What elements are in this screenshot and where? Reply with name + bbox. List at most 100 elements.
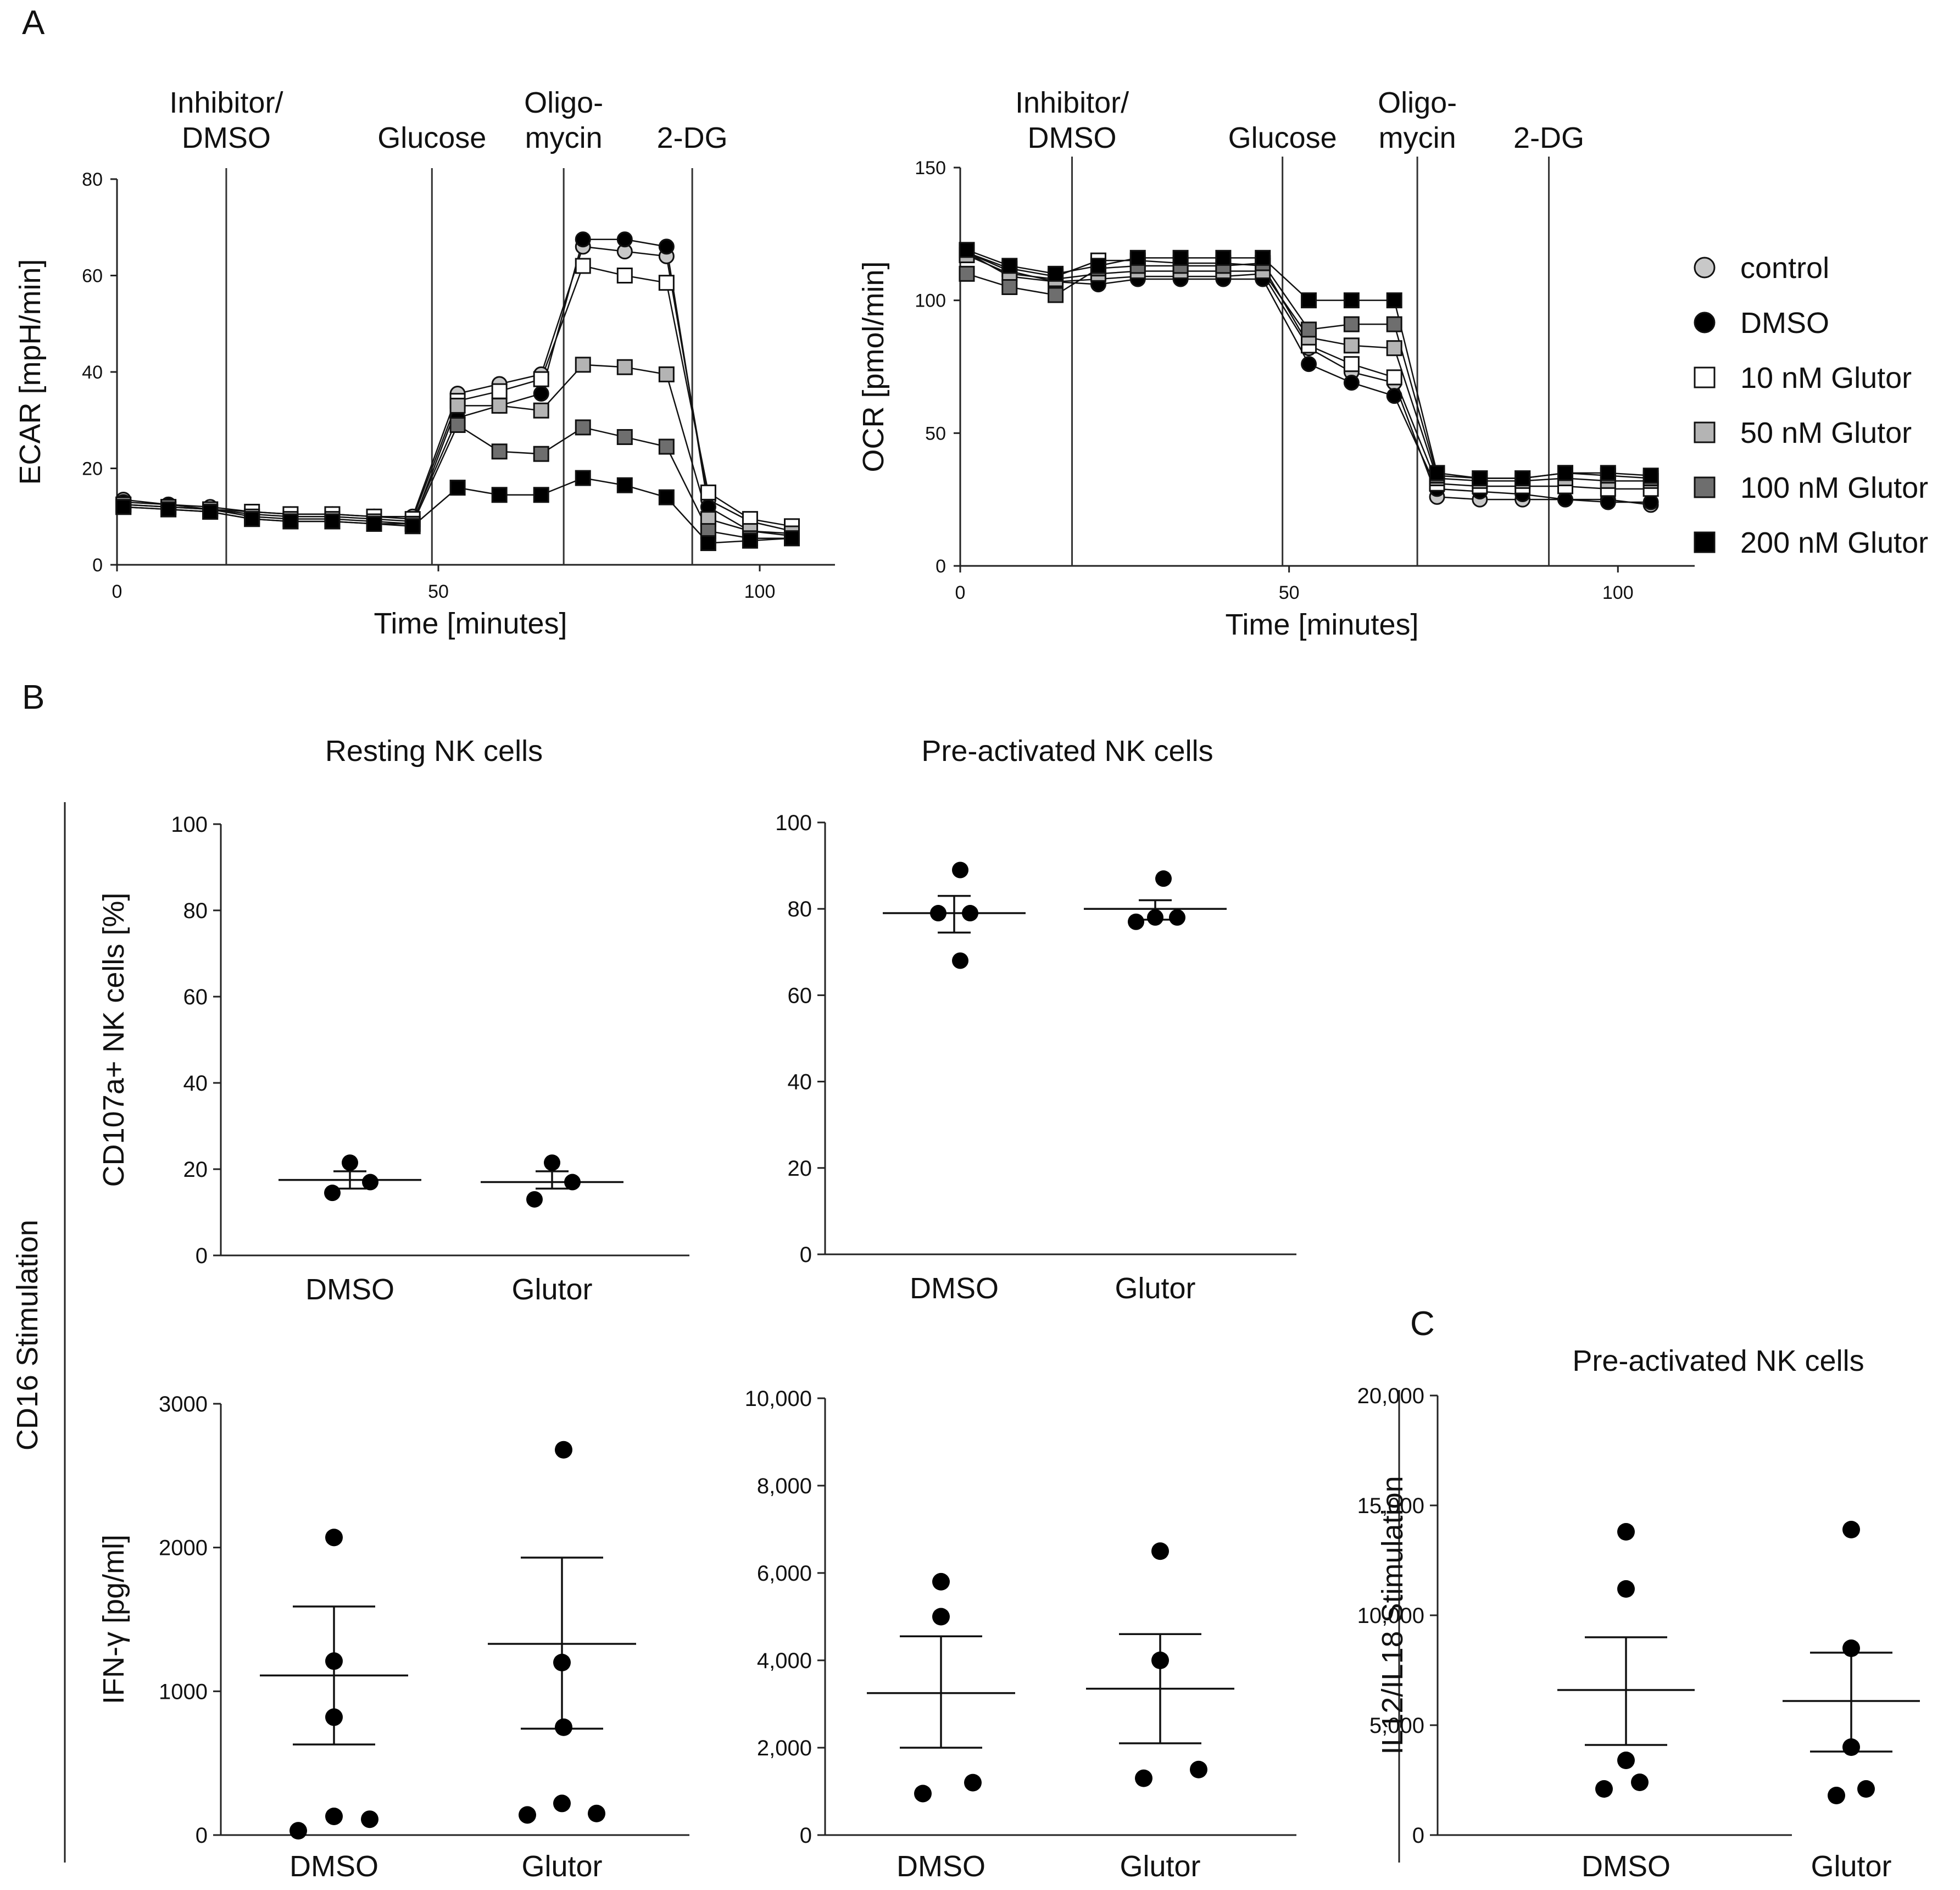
data-point — [519, 1806, 536, 1824]
y-tick-label: 40 — [788, 1070, 812, 1094]
data-point — [1472, 470, 1488, 486]
y-tick-label: 0 — [196, 1824, 208, 1848]
data-point — [616, 359, 633, 375]
data-point — [1617, 1580, 1635, 1598]
category-label: Glutor — [521, 1850, 602, 1883]
y-tick-label: 0 — [936, 556, 946, 577]
injection-label: DMSO — [1028, 121, 1117, 154]
x-tick-label: 100 — [744, 581, 776, 602]
y-tick-label: 2000 — [159, 1536, 208, 1560]
legend-marker — [1694, 257, 1716, 279]
x-tick-label: 0 — [112, 581, 122, 602]
y-tick-label: 8,000 — [757, 1474, 812, 1498]
data-point — [366, 515, 382, 532]
data-point — [1386, 369, 1402, 386]
category-label: Glutor — [1811, 1850, 1891, 1883]
panel-label-a: A — [22, 4, 45, 42]
y-tick-label: 0 — [196, 1244, 208, 1268]
data-point — [553, 1794, 571, 1813]
data-point — [533, 487, 549, 503]
data-point — [282, 513, 299, 530]
side-label-il12: IL12/IL18 Stimulation — [1376, 1476, 1409, 1754]
injection-label: Glucose — [1228, 121, 1337, 154]
data-point — [533, 446, 549, 462]
ocr-chart: 0 50 100 150 0 50 100 Inhibitor/DMSO Glucose Olig… — [857, 86, 1695, 641]
data-point — [1429, 465, 1445, 481]
data-point — [700, 535, 716, 552]
data-point — [1617, 1752, 1635, 1769]
data-point — [324, 513, 341, 530]
legend-marker — [1694, 366, 1716, 388]
y-tick-label: 15,000 — [1357, 1494, 1424, 1518]
data-point — [533, 385, 549, 402]
y-tick-label: 50 — [925, 423, 946, 444]
data-point — [1386, 340, 1402, 357]
data-point — [404, 518, 421, 535]
y-axis-label: OCR [pmol/min] — [857, 261, 890, 472]
y-tick-label: 60 — [183, 985, 208, 1009]
data-point — [616, 268, 633, 284]
il12-il18-chart: 0 5,000 10,000 15,000 20,000 DMSO Glutor Pre-ac… — [1357, 1344, 1920, 1883]
y-tick-label: 4,000 — [757, 1649, 812, 1673]
category-label: DMSO — [289, 1850, 378, 1883]
y-tick-label: 80 — [183, 899, 208, 923]
category-label: DMSO — [305, 1273, 394, 1306]
data-point — [1090, 258, 1106, 274]
data-point — [1301, 292, 1317, 309]
data-point — [1048, 265, 1064, 282]
ecar-chart: 0 20 40 60 80 0 50 100 Inhibitor/DMSO Glucose Olig… — [14, 86, 835, 640]
data-point — [932, 1608, 950, 1626]
data-point — [449, 480, 466, 496]
data-point — [1151, 1652, 1169, 1669]
y-tick-label: 3000 — [159, 1392, 208, 1416]
data-point — [325, 1652, 343, 1670]
injection-label: Glucose — [377, 121, 486, 154]
data-point — [491, 487, 508, 503]
data-point — [1842, 1639, 1860, 1657]
category-label: DMSO — [897, 1850, 985, 1883]
y-tick-label: 20 — [82, 459, 103, 480]
data-point — [1642, 494, 1659, 510]
legend-marker — [1694, 421, 1716, 443]
data-point — [575, 419, 591, 436]
data-point — [575, 357, 591, 373]
data-point — [1343, 292, 1360, 309]
category-label: DMSO — [910, 1272, 999, 1305]
data-point — [742, 532, 758, 549]
y-tick-label: 0 — [92, 555, 103, 576]
category-label: Glutor — [511, 1273, 592, 1306]
y-tick-label: 40 — [82, 362, 103, 383]
data-point — [959, 265, 975, 282]
y-tick-label: 80 — [788, 897, 812, 921]
data-point — [932, 1572, 950, 1591]
data-point — [1617, 1523, 1635, 1541]
data-point — [784, 530, 800, 547]
legend-label: 200 nM Glutor — [1740, 526, 1928, 559]
y-tick-label: 0 — [800, 1824, 812, 1848]
y-tick-label: 60 — [788, 983, 812, 1008]
data-point — [1169, 909, 1185, 926]
data-point — [564, 1174, 581, 1191]
data-point — [914, 1785, 932, 1803]
data-point — [1151, 1542, 1169, 1560]
y-tick-label: 2,000 — [757, 1736, 812, 1760]
injection-label: Oligo- — [1378, 86, 1457, 119]
data-point — [575, 258, 591, 274]
data-point — [1842, 1521, 1860, 1538]
category-label: Glutor — [1115, 1272, 1195, 1305]
y-axis-label: ECAR [mpH/min] — [14, 259, 47, 485]
data-point — [1301, 321, 1317, 338]
data-point — [533, 371, 549, 387]
chart-title: Pre-activated NK cells — [1572, 1344, 1864, 1377]
data-point — [1048, 287, 1064, 303]
data-point — [1600, 465, 1616, 481]
data-point — [588, 1804, 605, 1822]
data-point — [1343, 356, 1360, 373]
resting-cd107a-chart: 0 20 40 60 80 100 DMSO Glutor Resting NK cells CD… — [97, 735, 689, 1306]
data-point — [1642, 468, 1659, 484]
legend-label: control — [1740, 252, 1829, 285]
y-tick-label: 5,000 — [1369, 1714, 1424, 1738]
data-point — [1255, 249, 1271, 266]
y-tick-label: 20,000 — [1357, 1384, 1424, 1408]
data-point — [526, 1191, 543, 1208]
